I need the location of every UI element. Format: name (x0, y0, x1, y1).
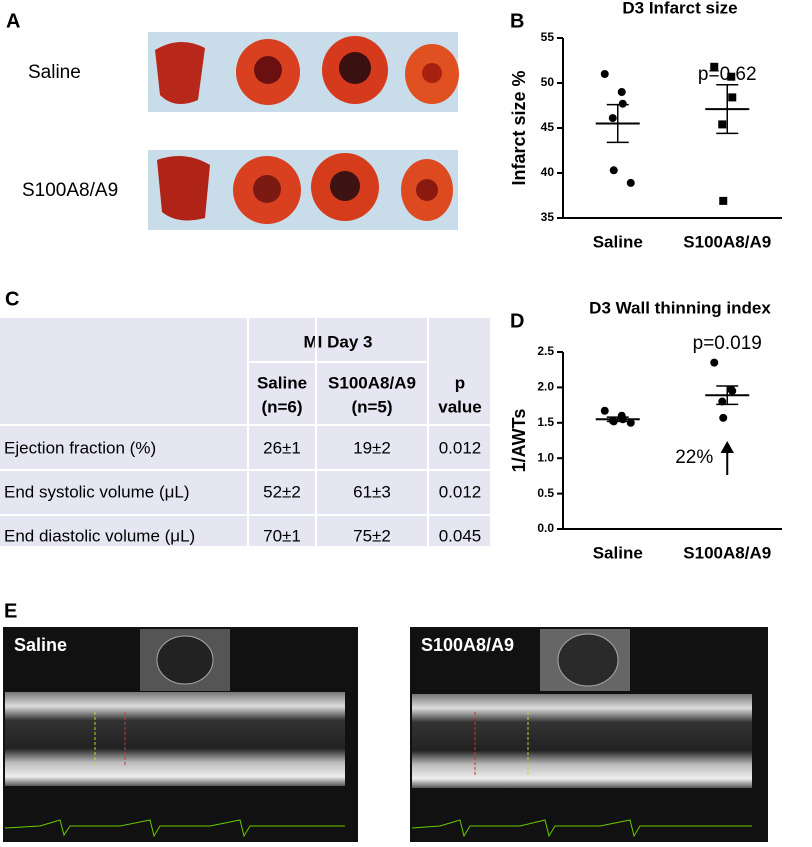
y-tick-label: 40 (541, 165, 555, 179)
table-cell: 61±3 (353, 482, 391, 501)
table-cell: 75±2 (353, 526, 391, 545)
panel-letter: D (510, 310, 524, 332)
image-label: Saline (14, 635, 67, 655)
table-cell: 70±1 (263, 526, 301, 545)
y-tick-label: 55 (541, 30, 555, 44)
data-point (728, 93, 737, 102)
column-header: S100A8/A9 (328, 373, 416, 392)
table-cell: 0.045 (439, 526, 482, 545)
data-point (609, 166, 618, 175)
error-bar (606, 416, 629, 423)
data-point (600, 406, 609, 415)
panel-letter: A (6, 10, 20, 32)
data-point (618, 99, 627, 108)
data-point (617, 88, 626, 96)
error-bar (606, 103, 629, 144)
column-header: value (438, 397, 481, 416)
table: MI Day 3 Saline (n=6) S100A8/A9 (n=5) p value E… (0, 318, 490, 546)
data-point (608, 114, 617, 123)
y-tick-label: 35 (541, 210, 555, 224)
data-point (626, 178, 635, 187)
annotation: p=0.62 (698, 64, 757, 85)
data-point (718, 397, 727, 406)
y-tick-label: 1.5 (537, 415, 554, 429)
table-bg (0, 318, 490, 546)
y-tick-label: 0.0 (537, 521, 554, 535)
y-tick-label: 50 (541, 75, 555, 89)
panel-letter: C (5, 288, 19, 310)
data-point (727, 72, 736, 81)
data-point (600, 70, 609, 78)
table-cell: Ejection fraction (%) (4, 438, 156, 457)
x-tick-label: Saline (593, 232, 643, 251)
heart-photo (148, 32, 459, 230)
chart-title: D3 Wall thinning index (589, 298, 771, 317)
y-tick-label: 1.0 (537, 450, 554, 464)
echo-image (3, 627, 768, 842)
table-header: MI Day 3 (304, 332, 373, 351)
y-tick-label: 0.5 (537, 486, 554, 500)
annotation: p=0.019 (693, 333, 762, 354)
error-bar (716, 385, 739, 406)
column-header: p (455, 373, 465, 392)
table-cell: 0.012 (439, 438, 482, 457)
y-tick-label: 2.5 (537, 344, 554, 358)
data-point (719, 413, 728, 422)
y-tick-label: 45 (541, 120, 555, 134)
data-point (710, 62, 719, 71)
panel-letter: B (510, 10, 524, 32)
y-axis-label: Infarct size % (509, 70, 529, 185)
column-header: (n=5) (351, 397, 392, 416)
arrow (720, 440, 734, 475)
table-cell: End diastolic volume (μL) (4, 526, 195, 545)
column-header: (n=6) (261, 397, 302, 416)
x-tick-label: S100A8/A9 (683, 543, 771, 562)
y-tick-label: 2.0 (537, 380, 554, 394)
data-point (718, 120, 727, 129)
table-cell: 0.012 (439, 482, 482, 501)
error-bar (716, 84, 739, 135)
image-label: S100A8/A9 (421, 635, 514, 655)
column-header: Saline (257, 373, 307, 392)
y-axis-label: 1/AWTs (509, 409, 529, 473)
table-cell: End systolic volume (μL) (4, 482, 190, 501)
panel-letter: E (4, 600, 17, 622)
data-point (719, 196, 728, 205)
table-cell: 52±2 (263, 482, 301, 501)
chart-title: D3 Infarct size (622, 0, 737, 17)
table-cell: 26±1 (263, 438, 301, 457)
data-point (728, 386, 737, 395)
row-label: S100A8/A9 (22, 180, 118, 201)
data-point (710, 358, 719, 367)
annotation: 22% (675, 447, 713, 468)
x-tick-label: S100A8/A9 (683, 232, 771, 251)
row-label: Saline (28, 62, 81, 83)
table-cell: 19±2 (353, 438, 391, 457)
x-tick-label: Saline (593, 543, 643, 562)
